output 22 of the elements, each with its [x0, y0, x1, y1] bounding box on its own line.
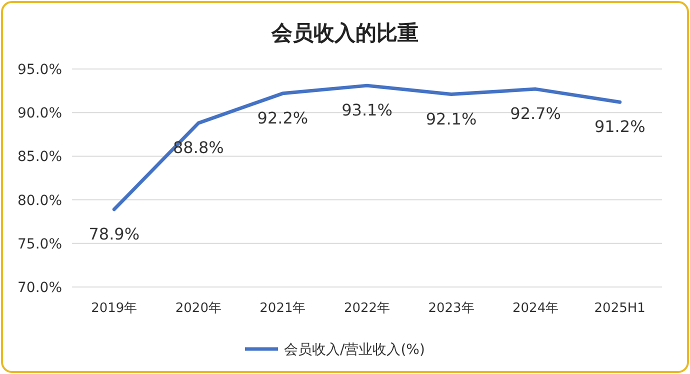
data-label: 92.2%	[257, 108, 308, 128]
data-label: 93.1%	[342, 100, 392, 120]
legend-label: 会员收入/营业收入(%)	[284, 342, 425, 358]
data-label: 92.7%	[510, 104, 561, 124]
y-tick-label: 85.0%	[18, 149, 62, 166]
y-tick-label: 90.0%	[18, 106, 62, 122]
x-tick-label: 2023年	[428, 301, 474, 316]
x-tick-label: 2022年	[344, 301, 390, 316]
data-label: 91.2%	[594, 117, 646, 136]
y-tick-label: 95.0%	[18, 62, 62, 78]
data-label: 78.9%	[88, 224, 140, 244]
data-label: 92.1%	[426, 109, 477, 128]
x-tick-label: 2020年	[175, 301, 222, 316]
x-tick-label: 2025H1	[594, 301, 646, 316]
data-label: 88.8%	[173, 138, 224, 158]
chart-title: 会员收入的比重	[270, 21, 418, 45]
x-tick-label: 2019年	[91, 301, 138, 316]
y-tick-label: 70.0%	[18, 280, 62, 296]
x-tick-label: 2024年	[512, 301, 559, 316]
y-tick-label: 80.0%	[18, 192, 62, 209]
y-tick-label: 75.0%	[18, 236, 62, 252]
x-tick-label: 2021年	[260, 301, 306, 316]
